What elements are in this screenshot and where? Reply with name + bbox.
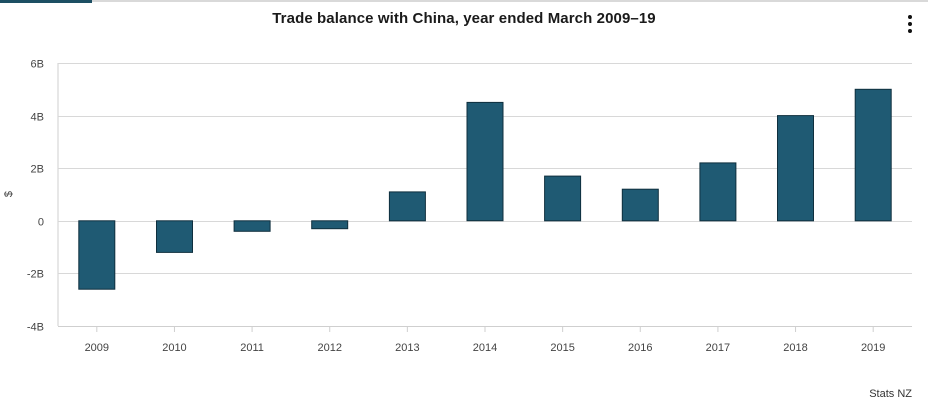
chart-menu-button[interactable]	[900, 12, 920, 36]
x-tick-label: 2009	[85, 342, 109, 354]
y-tick-label: 4B	[31, 112, 44, 124]
bar-2011[interactable]	[233, 220, 271, 232]
y-tick-label: -4B	[27, 322, 44, 334]
y-tick-label: 6B	[31, 59, 44, 71]
active-tab-indicator[interactable]	[0, 0, 92, 3]
source-credit: Stats NZ	[869, 388, 912, 400]
x-axis: 2009 2010 2011 2012 2013 2014 2015 2016 2017 2018…	[58, 326, 912, 354]
bar-2017[interactable]	[699, 162, 737, 222]
kebab-dot	[908, 29, 912, 33]
bars	[78, 88, 892, 290]
x-tick-label: 2017	[706, 342, 730, 354]
x-tick-label: 2011	[240, 342, 264, 354]
y-tick-label: 0	[38, 217, 44, 229]
x-tick-label: 2014	[473, 342, 497, 354]
bar-2013[interactable]	[388, 191, 426, 222]
bar-2019[interactable]	[854, 88, 892, 222]
y-axis-ticks: 6B 4B 2B 0 -2B -4B	[27, 59, 44, 334]
bar-2010[interactable]	[156, 220, 193, 253]
bar-2014[interactable]	[466, 101, 504, 222]
x-tick-label: 2015	[550, 342, 574, 354]
kebab-dot	[908, 22, 912, 26]
x-tick-label: 2012	[317, 342, 341, 354]
tab-bar-divider	[0, 0, 928, 2]
kebab-menu-icon	[908, 15, 912, 19]
y-tick-label: -2B	[27, 269, 44, 281]
bar-2018[interactable]	[777, 115, 814, 222]
y-tick-label: 2B	[31, 164, 44, 176]
x-tick-label: 2016	[628, 342, 652, 354]
bar-2015[interactable]	[544, 175, 582, 222]
x-tick-label: 2013	[395, 342, 419, 354]
bar-2012[interactable]	[311, 220, 349, 230]
bar-2009[interactable]	[78, 220, 116, 290]
x-tick-label: 2010	[162, 342, 186, 354]
bar-2016[interactable]	[621, 188, 659, 222]
x-tick-label: 2018	[783, 342, 807, 354]
x-tick-label: 2019	[861, 342, 885, 354]
chart-title: Trade balance with China, year ended Mar…	[272, 10, 656, 27]
